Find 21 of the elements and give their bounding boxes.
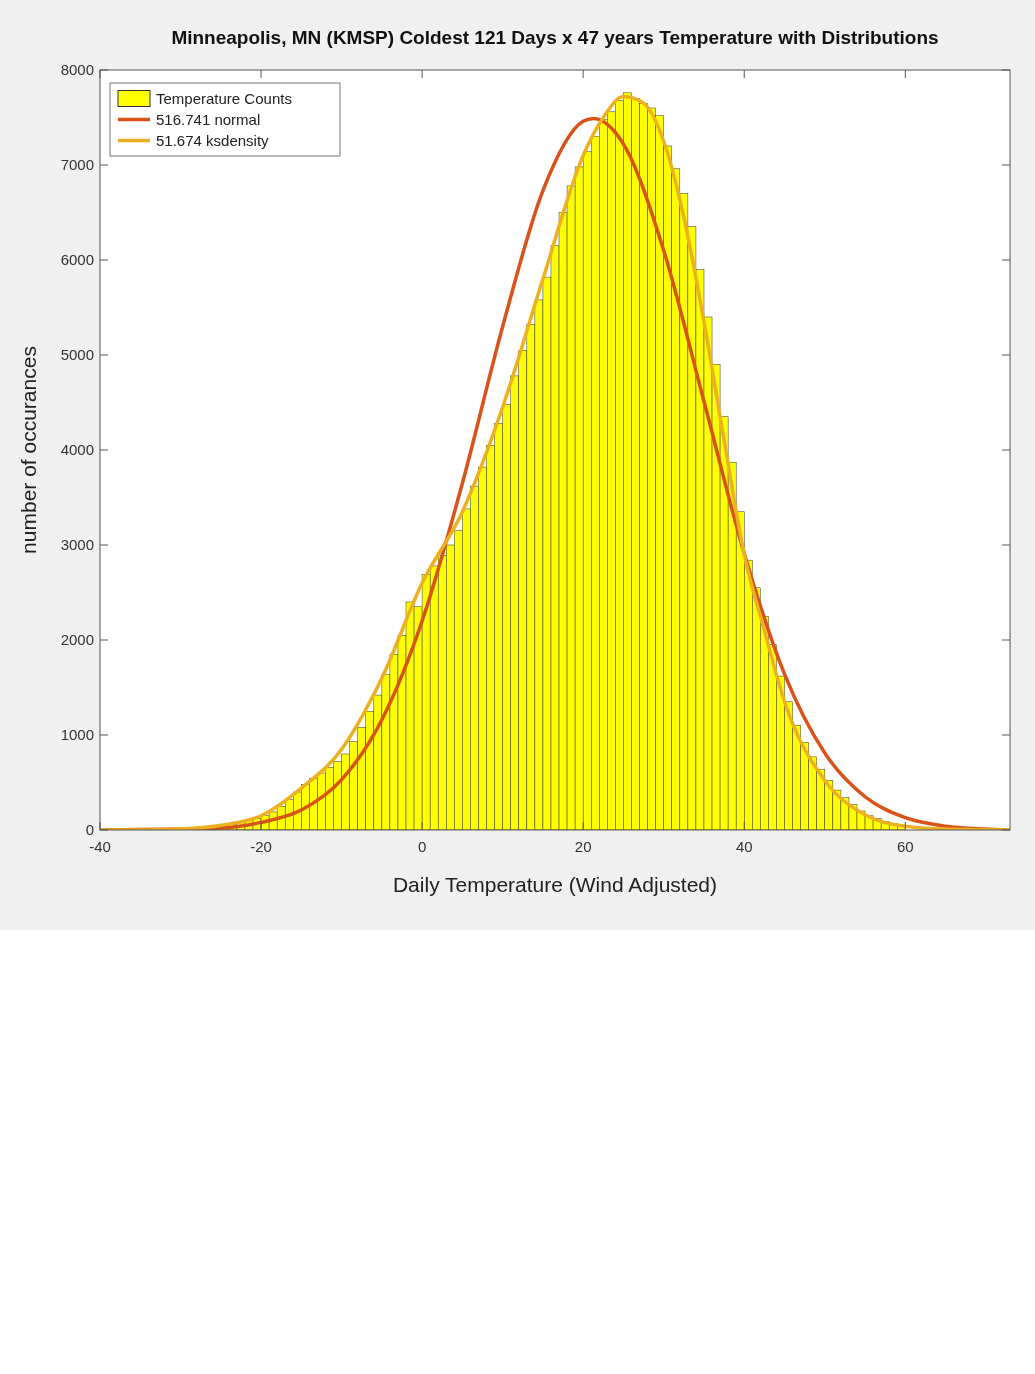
y-tick-label: 3000 (60, 536, 94, 553)
x-tick-label: -20 (250, 838, 272, 855)
x-axis-title: Daily Temperature (Wind Adjusted) (392, 873, 718, 896)
y-tick-label: 8000 (60, 61, 94, 78)
legend-label: Temperature Counts (156, 89, 292, 107)
y-tick-label: 1000 (60, 726, 94, 743)
y-tick-label: 5000 (60, 346, 94, 363)
y-tick-label: 4000 (60, 441, 94, 458)
legend-label: 51.674 ksdensity (156, 131, 270, 149)
y-tick-label: 6000 (60, 251, 94, 268)
x-tick-label: 60 (896, 838, 914, 855)
x-tick-label: 20 (574, 838, 592, 855)
x-tick-label: 40 (735, 838, 753, 855)
y-tick-label: 7000 (60, 156, 94, 173)
x-tick-label: -40 (89, 838, 111, 855)
legend-label: 516.741 normal (156, 110, 261, 128)
x-tick-label: 0 (417, 838, 427, 855)
y-tick-label: 0 (85, 821, 94, 838)
chart-title: Minneapolis, MN (KMSP) Coldest 121 Days x 47 years Temperature with Distributions (171, 27, 939, 48)
y-axis-title: number of occurances (17, 346, 40, 554)
y-tick-label: 2000 (60, 631, 94, 648)
